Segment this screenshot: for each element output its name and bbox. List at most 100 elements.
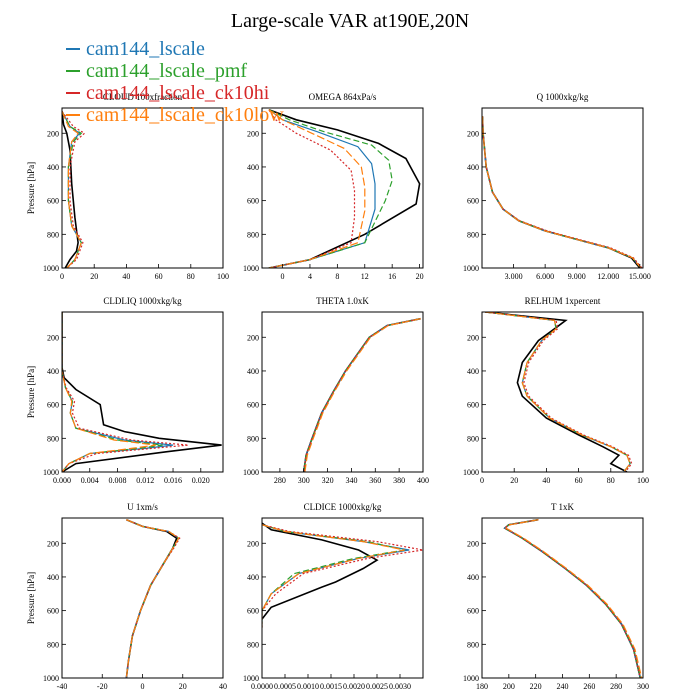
x-tick-label: 100	[637, 476, 649, 485]
series-group	[62, 111, 86, 268]
legend-swatch	[66, 92, 80, 94]
panel-title: U 1xm/s	[127, 502, 158, 512]
series-line-cam144_lscale	[268, 109, 376, 268]
x-tick-label: 80	[607, 476, 615, 485]
x-tick-label: 16	[388, 272, 396, 281]
legend: cam144_lscale cam144_lscale_pmf cam144_l…	[66, 38, 284, 126]
x-tick-label: 20	[90, 272, 98, 281]
x-tick-label: 0.0030	[389, 682, 411, 691]
x-tick-label: -40	[57, 682, 68, 691]
x-tick-label: 15.000	[629, 272, 651, 281]
series-line-cam144_lscale_ck10hi	[482, 116, 643, 268]
panel-title: RELHUM 1xpercent	[525, 296, 601, 306]
x-tick-label: 60	[155, 272, 163, 281]
x-tick-label: 12	[361, 272, 369, 281]
series-line-cam144_lscale_ck10hi	[503, 519, 641, 678]
y-tick-label: 600	[47, 401, 59, 410]
x-tick-label: 380	[393, 476, 405, 485]
y-tick-label: 400	[247, 163, 259, 172]
panel-5: THETA 1.0xK 200 400 600 800 1000 280 300 320 340 3…	[243, 296, 429, 485]
x-tick-label: 200	[503, 682, 515, 691]
series-line-cam144_lscale_ck10low	[505, 519, 643, 678]
y-tick-label: 1000	[243, 468, 259, 477]
plot-frame	[261, 107, 424, 269]
x-tick-label: 0	[480, 476, 484, 485]
y-tick-label: 800	[247, 230, 259, 239]
y-tick-label: 1000	[43, 674, 59, 683]
y-tick-label: 400	[247, 367, 259, 376]
series-line-cam144_lscale_ck10low	[268, 109, 366, 268]
y-tick-label: 800	[467, 434, 479, 443]
y-tick-label: 800	[247, 640, 259, 649]
x-tick-label: 0	[281, 272, 285, 281]
series-line-cam144_lscale	[303, 318, 421, 472]
y-tick-label: 200	[247, 333, 259, 342]
series-line-control	[125, 518, 178, 678]
series-line-cam144_lscale_ck10low	[262, 524, 405, 628]
series-line-cam144_lscale_ck10hi	[125, 519, 181, 678]
panel-title: OMEGA 864xPa/s	[309, 92, 377, 102]
legend-swatch	[66, 48, 80, 50]
panel-title: T 1xK	[551, 502, 575, 512]
series-line-cam144_lscale_ck10hi	[262, 524, 423, 628]
panel-2: OMEGA 864xPa/s 200 400 600 800 1000 0 4 8 12 16 20	[243, 92, 424, 281]
x-tick-label: 0.004	[81, 476, 99, 485]
x-tick-label: 60	[575, 476, 583, 485]
y-tick-label: 1000	[43, 264, 59, 273]
series-line-cam144_lscale	[485, 312, 631, 472]
y-tick-label: 1000	[463, 468, 479, 477]
legend-item-lscale: cam144_lscale	[66, 38, 284, 60]
series-line-cam144_lscale_pmf	[503, 519, 641, 678]
y-tick-label: 200	[47, 539, 59, 548]
series-line-cam144_lscale_ck10hi	[303, 318, 421, 472]
plot-frame	[261, 311, 424, 473]
x-tick-label: 280	[610, 682, 622, 691]
y-tick-label: 400	[47, 367, 59, 376]
series-line-control	[302, 317, 421, 472]
x-tick-label: 0.0005	[274, 682, 296, 691]
x-tick-label: 320	[322, 476, 334, 485]
x-tick-label: 0.016	[164, 476, 182, 485]
series-line-cam144_lscale_ck10hi	[62, 111, 86, 268]
x-tick-label: 0.012	[136, 476, 154, 485]
x-tick-label: 360	[369, 476, 381, 485]
y-tick-label: 600	[47, 607, 59, 616]
series-line-cam144_lscale_pmf	[262, 524, 405, 628]
x-tick-label: 0.0015	[320, 682, 342, 691]
y-tick-label: 800	[467, 640, 479, 649]
panel-title: THETA 1.0xK	[316, 296, 369, 306]
y-tick-label: 800	[47, 640, 59, 649]
legend-item-lscale-ck10low: cam144_lscale_ck10low	[66, 104, 284, 126]
series-group	[262, 522, 423, 628]
series-line-cam144_lscale	[262, 524, 410, 628]
y-tick-label: 1000	[43, 468, 59, 477]
series-line-cam144_lscale_pmf	[303, 318, 421, 472]
y-tick-label: 800	[47, 230, 59, 239]
series-line-cam144_lscale_ck10hi	[268, 109, 356, 268]
panel-3: Q 1000xkg/kg 200 400 600 800 1000 3.000 6.000 9.…	[463, 92, 651, 281]
x-tick-label: 0.008	[109, 476, 127, 485]
y-tick-label: 400	[467, 163, 479, 172]
panel-title: CLDLIQ 1000xkg/kg	[103, 296, 182, 306]
series-group	[302, 317, 421, 472]
series-group	[485, 312, 633, 472]
y-tick-label: 1000	[243, 674, 259, 683]
legend-label: cam144_lscale_ck10hi	[86, 82, 270, 104]
y-tick-label: 400	[47, 573, 59, 582]
series-line-cam144_lscale_pmf	[125, 519, 180, 678]
x-tick-label: 8	[335, 272, 339, 281]
series-line-cam144_lscale_ck10low	[62, 312, 156, 472]
y-tick-label: 200	[47, 333, 59, 342]
y-tick-label: 200	[467, 333, 479, 342]
y-tick-label: 200	[247, 129, 259, 138]
y-tick-label: 400	[467, 573, 479, 582]
x-tick-label: 280	[274, 476, 286, 485]
series-line-control	[482, 116, 641, 268]
series-line-cam144_lscale_pmf	[482, 116, 642, 268]
x-tick-label: 20	[179, 682, 187, 691]
